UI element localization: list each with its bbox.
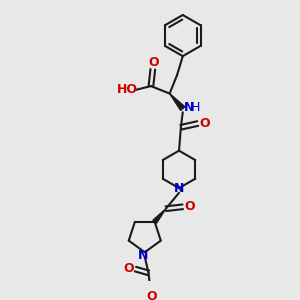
Text: O: O	[146, 290, 157, 300]
Text: H: H	[191, 101, 200, 114]
Polygon shape	[153, 209, 166, 223]
Text: O: O	[124, 262, 134, 275]
Polygon shape	[170, 94, 185, 110]
Text: N: N	[138, 249, 148, 262]
Text: O: O	[148, 56, 159, 69]
Text: O: O	[184, 200, 195, 213]
Text: O: O	[199, 117, 210, 130]
Text: N: N	[184, 101, 194, 114]
Text: N: N	[174, 182, 184, 195]
Text: HO: HO	[117, 83, 138, 96]
